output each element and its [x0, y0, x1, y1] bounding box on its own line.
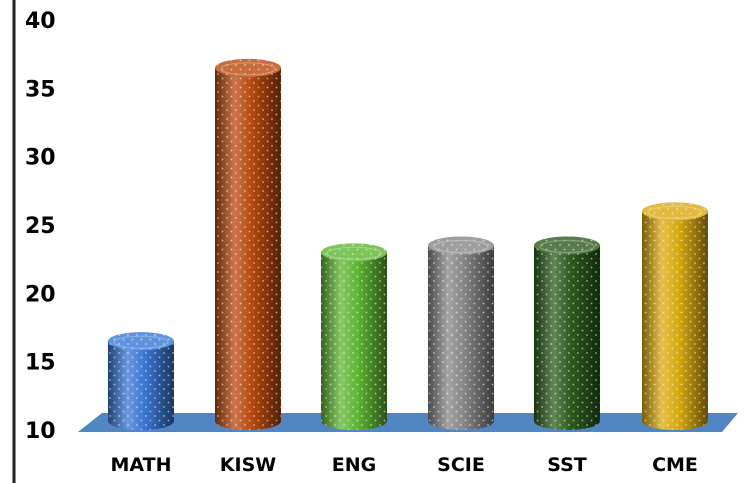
- bar-scie: [428, 236, 494, 430]
- category-label-sst: SST: [547, 454, 587, 476]
- y-tick-label-25: 25: [25, 214, 56, 239]
- y-tick-label-10: 10: [25, 419, 56, 444]
- y-tick-label-30: 30: [25, 146, 56, 171]
- y-tick-label-40: 40: [25, 9, 56, 34]
- bar-kisw: [215, 58, 281, 430]
- category-label-math: MATH: [111, 454, 172, 476]
- chart-floor: [78, 413, 738, 432]
- y-tick-label-20: 20: [25, 282, 56, 307]
- bar-eng: [321, 243, 387, 430]
- category-label-kisw: KISW: [220, 454, 276, 476]
- bar-math: [108, 332, 174, 430]
- y-tick-label-15: 15: [25, 351, 56, 376]
- bar-cme: [642, 202, 708, 430]
- y-tick-labels: 10 15 20 25 30 35 40: [25, 9, 56, 444]
- category-label-scie: SCIE: [437, 454, 485, 476]
- y-tick-label-35: 35: [25, 77, 56, 102]
- category-labels: MATH KISW ENG SCIE SST CME: [111, 454, 698, 476]
- bars: [108, 58, 708, 430]
- category-label-eng: ENG: [332, 454, 376, 476]
- bar-sst: [534, 236, 600, 430]
- category-label-cme: CME: [652, 454, 698, 476]
